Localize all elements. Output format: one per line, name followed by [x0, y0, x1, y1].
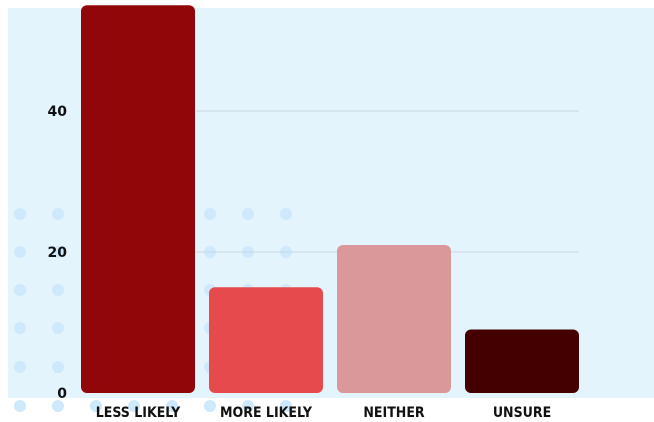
- x-axis-labels: LESS LIKELY MORE LIKELY NEITHER UNSURE: [96, 405, 551, 421]
- decorative-dot: [128, 400, 140, 412]
- decorative-dot: [52, 400, 64, 412]
- decorative-dot: [52, 208, 64, 220]
- decorative-dot: [52, 322, 64, 334]
- decorative-dot: [14, 400, 26, 412]
- y-tick-label: 0: [57, 386, 67, 402]
- decorative-dot: [280, 400, 292, 412]
- y-tick-label: 20: [48, 245, 68, 261]
- y-axis-ticks: 0 20 40: [48, 104, 68, 402]
- decorative-dot: [52, 361, 64, 373]
- decorative-dot: [14, 284, 26, 296]
- decorative-dot: [90, 400, 102, 412]
- decorative-dot: [52, 284, 64, 296]
- x-tick-label: MORE LIKELY: [220, 405, 313, 421]
- decorative-dot: [204, 208, 216, 220]
- decorative-dot: [14, 246, 26, 258]
- bars: [81, 5, 579, 393]
- decorative-dot: [204, 400, 216, 412]
- bar-neither: [337, 244, 451, 393]
- x-tick-label: NEITHER: [363, 405, 425, 421]
- x-tick-label: LESS LIKELY: [96, 405, 181, 421]
- bar-more-likely: [209, 287, 323, 393]
- bar-less-likely: [81, 5, 195, 393]
- decorative-dot: [14, 322, 26, 334]
- bar-unsure: [465, 329, 579, 393]
- decorative-dot: [242, 400, 254, 412]
- decorative-dot: [166, 400, 178, 412]
- decorative-dot: [14, 361, 26, 373]
- decorative-dot: [280, 208, 292, 220]
- x-tick-label: UNSURE: [493, 405, 551, 421]
- decorative-dot: [52, 246, 64, 258]
- y-tick-label: 40: [48, 104, 68, 120]
- decorative-dot: [14, 208, 26, 220]
- decorative-dot: [242, 208, 254, 220]
